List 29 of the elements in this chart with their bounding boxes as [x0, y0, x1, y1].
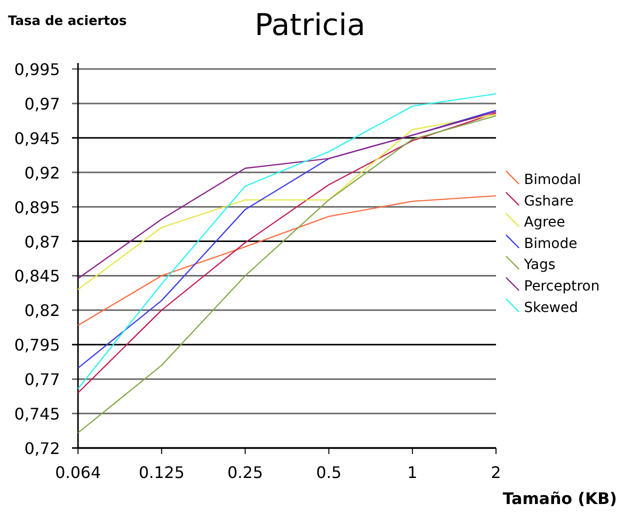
- legend-label: Skewed: [524, 300, 578, 316]
- y-tick-label: 0,795: [14, 336, 60, 355]
- legend-label: Gshare: [524, 193, 574, 210]
- y-tick-label: 0,87: [24, 232, 60, 252]
- y-tick-label: 0,82: [24, 301, 60, 320]
- y-tick-label: 0,745: [14, 404, 60, 424]
- x-tick-label: 0.064: [55, 463, 101, 482]
- legend-label: Bimodal: [524, 172, 582, 188]
- y-tick-label: 0,945: [14, 128, 60, 148]
- y-tick-label: 0,92: [24, 163, 60, 182]
- legend-label: Perceptron: [524, 278, 600, 294]
- y-tick-label: 0,995: [14, 60, 60, 79]
- y-tick-label: 0,72: [24, 439, 60, 458]
- chart-title: Patricia: [254, 8, 366, 43]
- x-tick-label: 1: [407, 463, 418, 482]
- legend-label: Agree: [524, 214, 566, 231]
- y-axis-title: Tasa de aciertos: [8, 14, 127, 29]
- x-tick-label: 0.25: [227, 463, 264, 482]
- y-tick-label: 0,845: [14, 266, 60, 286]
- x-tick-label: 0.5: [316, 463, 342, 482]
- x-tick-label: 0.125: [138, 463, 185, 482]
- legend-label: Yags: [523, 257, 556, 274]
- legend-label: Bimode: [524, 236, 578, 252]
- y-tick-label: 0,895: [14, 198, 60, 217]
- x-tick-label: 2: [490, 463, 502, 482]
- y-tick-label: 0,77: [24, 370, 60, 390]
- y-tick-label: 0,97: [24, 94, 60, 114]
- x-axis-title: Tamaño (KB): [502, 489, 617, 508]
- line-series: [77, 195, 497, 326]
